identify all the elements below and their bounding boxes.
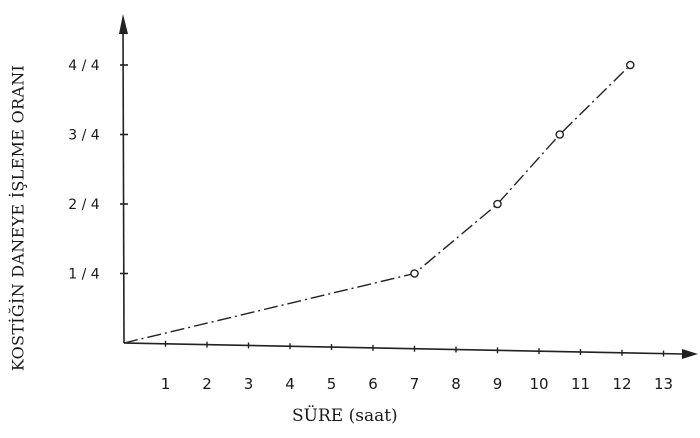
- x-axis-arrow: [682, 349, 698, 359]
- data-point: [493, 199, 502, 209]
- x-tick-label: 1: [161, 375, 171, 393]
- x-tick-label: 4: [285, 375, 295, 393]
- y-tick-label: 2 / 4: [68, 197, 100, 213]
- x-tick-label: 7: [410, 375, 420, 393]
- x-tick-label: 9: [493, 375, 503, 393]
- data-point: [410, 269, 419, 278]
- x-tick-label: 12: [612, 375, 631, 393]
- series-line: [123, 64, 631, 344]
- y-axis-title: KOSTİĞİN DANEYE İŞLEME ORANI: [8, 64, 28, 372]
- x-tick-label: 6: [368, 375, 378, 393]
- y-tick-label: 1 / 4: [68, 267, 100, 283]
- x-tick-label: 2: [202, 375, 212, 393]
- x-axis-title: SÜRE (saat): [292, 406, 398, 426]
- x-axis-line: [123, 342, 685, 355]
- y-axis-line: [122, 25, 125, 344]
- x-tick-label: 5: [327, 375, 337, 393]
- data-point: [626, 60, 635, 70]
- y-tick-label: 4 / 4: [68, 58, 100, 74]
- y-axis-arrow: [119, 14, 128, 34]
- x-tick-label: 11: [571, 375, 590, 393]
- x-tick-label: 13: [654, 375, 673, 393]
- x-tick-label: 3: [244, 375, 254, 393]
- x-tick-label: 10: [529, 375, 548, 393]
- y-axis-title-container: KOSTİĞİN DANEYE İŞLEME ORANI: [4, 8, 32, 428]
- data-point: [555, 130, 565, 139]
- x-tick-label: 8: [451, 375, 461, 393]
- y-tick-label: 3 / 4: [68, 128, 100, 144]
